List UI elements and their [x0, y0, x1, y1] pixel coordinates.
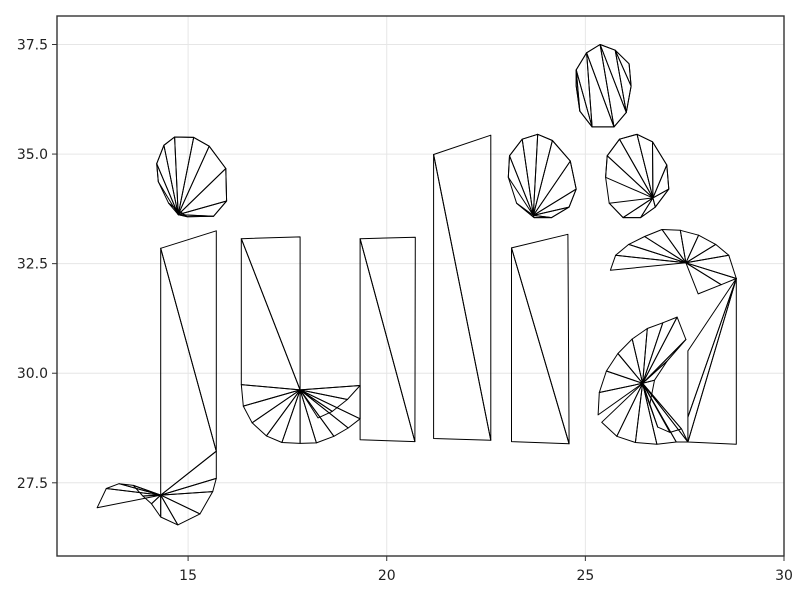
- i-stem-triangle: [511, 233, 570, 445]
- y-tick-label: 30.0: [17, 366, 48, 382]
- triangle-mesh: [96, 44, 737, 526]
- a-dot-left-triangle: [516, 202, 535, 219]
- u-left-stem-triangle: [240, 238, 301, 391]
- j-dot-triangle: [177, 136, 210, 216]
- a-dot-left-triangle: [532, 214, 553, 219]
- i-dot-triangle: [614, 49, 632, 87]
- y-tick-label: 35.0: [17, 147, 48, 163]
- a-top-triangle: [685, 262, 722, 295]
- y-axis: 27.5 30.0 32.5 35.0 37.5: [17, 37, 57, 492]
- a-top-triangle: [609, 254, 687, 271]
- i-dot-triangle: [599, 44, 627, 113]
- l-stem-triangle: [433, 154, 492, 441]
- a-dot-right-triangle: [619, 133, 654, 199]
- j-hook-triangle: [160, 494, 201, 526]
- x-axis: 15 20 25 30: [179, 556, 793, 584]
- l-stem-triangle: [433, 134, 492, 441]
- a-top-triangle: [615, 243, 687, 264]
- u-bowl-triangle: [242, 389, 301, 424]
- a-dot-left-triangle: [532, 188, 577, 216]
- a-top-triangle: [679, 229, 700, 264]
- a-bowl-triangle: [601, 382, 644, 437]
- y-tick-label: 27.5: [17, 476, 48, 492]
- a-dot-right-triangle: [608, 197, 654, 219]
- grid: [57, 16, 785, 556]
- plot-frame: [56, 15, 785, 557]
- j-hook-triangle: [151, 494, 162, 518]
- y-tick-label: 32.5: [17, 257, 48, 273]
- a-stem-triangle: [687, 278, 737, 445]
- a-top-triangle: [685, 243, 730, 264]
- a-top-triangle: [661, 229, 687, 264]
- a-top-triangle: [685, 254, 737, 279]
- x-tick-label: 30: [775, 568, 793, 584]
- x-tick-label: 25: [576, 568, 594, 584]
- x-tick-label: 20: [378, 568, 396, 584]
- a-top-triangle: [628, 236, 687, 264]
- j-hook-triangle: [160, 450, 217, 496]
- j-dot-triangle: [177, 200, 228, 217]
- u-bowl-triangle: [299, 389, 333, 419]
- a-dot-right-triangle: [636, 133, 654, 199]
- u-right-stem-triangle: [359, 238, 416, 443]
- y-tick-label: 37.5: [17, 37, 48, 53]
- x-tick-label: 15: [179, 568, 197, 584]
- a-bowl-triangle: [605, 353, 644, 384]
- i-stem-triangle: [511, 247, 570, 445]
- a-dot-left-triangle: [509, 138, 534, 216]
- a-bowl-triangle: [642, 339, 687, 384]
- u-bowl-triangle: [281, 389, 301, 444]
- j-dot-triangle: [168, 202, 188, 218]
- a-dot-right-outline: [605, 133, 670, 219]
